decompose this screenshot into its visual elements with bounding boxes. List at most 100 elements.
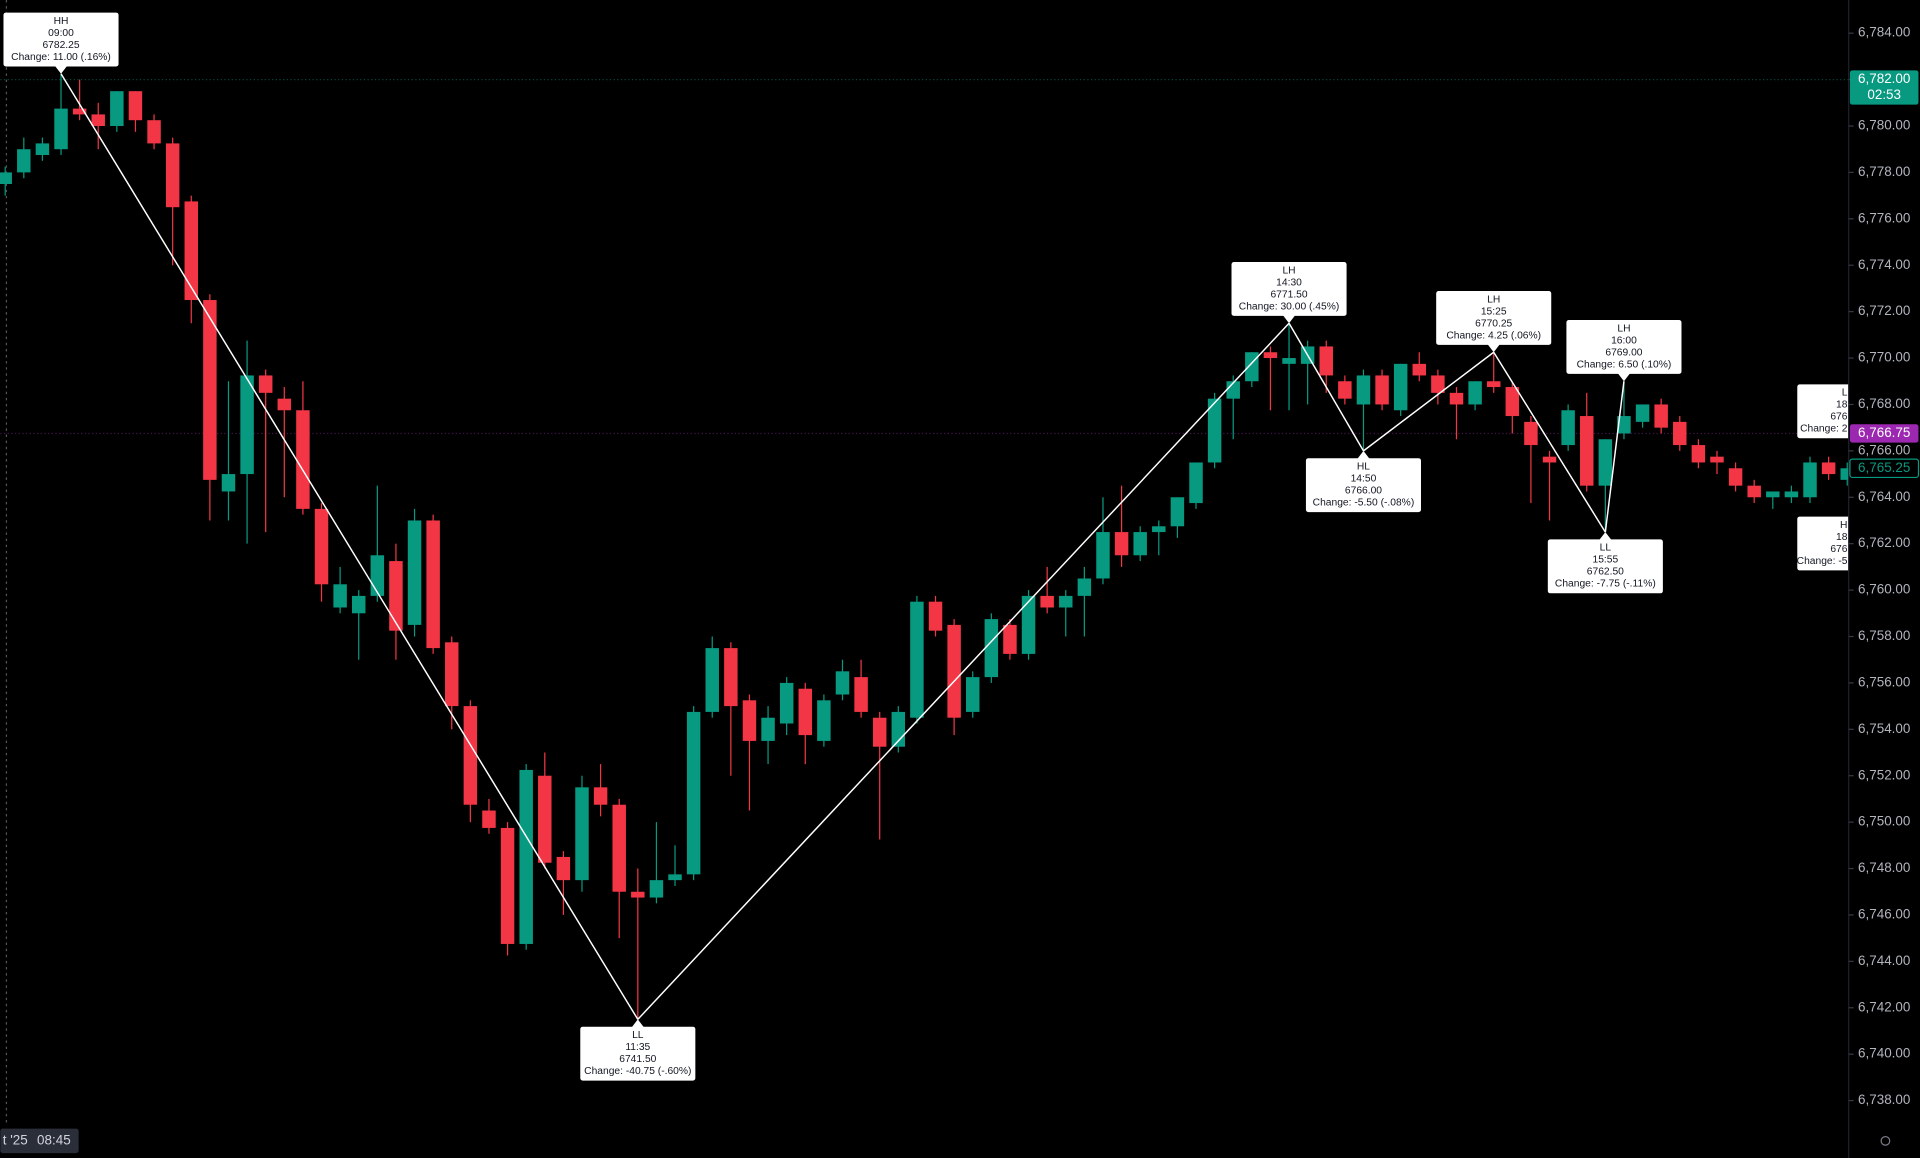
pivot-time: 15:25: [1481, 306, 1507, 317]
pivot-label: LH: [1617, 323, 1630, 334]
candle-body: [593, 787, 608, 805]
candle-body: [314, 508, 329, 585]
candle-body: [798, 688, 813, 736]
pivot-price-label: 6770.25: [1475, 318, 1512, 329]
price-marker-countdown: 02:53: [1867, 87, 1901, 102]
pivot-pointer: [1617, 373, 1631, 382]
pivot-label-box: [1566, 320, 1682, 374]
pivot-price-label: 6782.25: [42, 40, 79, 51]
settings-icon[interactable]: [1880, 1135, 1891, 1146]
candle-body: [184, 201, 198, 301]
y-tick-label: 6,760.00: [1858, 582, 1910, 597]
pivot-label-text: 676: [1830, 544, 1847, 555]
candle-body: [128, 91, 143, 121]
candle-body: [1821, 462, 1836, 475]
candle-body: [1598, 439, 1613, 486]
y-tick-label: 6,770.00: [1858, 350, 1910, 365]
candle-body: [668, 874, 682, 881]
candle-body: [779, 682, 794, 724]
candle-body: [1207, 398, 1222, 463]
candle-body: [1077, 578, 1092, 596]
zigzag-segment: [1363, 351, 1495, 452]
pivot-change: Change: 30.00 (.45%): [1239, 301, 1339, 312]
price-axis-labels: 6,784.00 6,782.00 6,780.00 6,778.00 6,776.00…: [1848, 25, 1920, 1107]
pivot-change: Change: -5.50 (-.08%): [1313, 497, 1415, 508]
candle-body: [110, 91, 124, 126]
y-tick-label: 6,772.00: [1858, 303, 1910, 318]
pivot-change: Change: 4.25 (.06%): [1446, 330, 1541, 341]
candle-body: [0, 172, 12, 185]
zigzag-segment: [637, 322, 1290, 1020]
candle-body: [1114, 532, 1129, 556]
candle-body: [575, 787, 589, 881]
pivot-price-label: 6769.00: [1605, 347, 1642, 358]
pivot-change: Change: -40.75 (-.60%): [584, 1066, 691, 1077]
candle-body: [165, 143, 180, 208]
y-tick-label: 6,754.00: [1858, 721, 1910, 736]
candle-body: [221, 474, 236, 492]
candle-body: [1449, 392, 1464, 405]
price-marker-box: [1849, 458, 1920, 479]
candle-body: [1580, 416, 1594, 486]
y-tick-label: 6,784.00: [1858, 25, 1910, 40]
y-tick-label: 6,744.00: [1858, 953, 1910, 968]
pivot-price-label: 6762.50: [1587, 567, 1624, 578]
zigzag-segment: [60, 73, 639, 1020]
pivot-label-box: [1797, 516, 1852, 571]
price-marker-label: 6,766.75: [1858, 425, 1910, 440]
candle-body: [1617, 416, 1631, 434]
candle-body: [1412, 363, 1427, 376]
candle-body: [854, 677, 868, 712]
candle-body: [1728, 468, 1743, 486]
candle-body: [296, 410, 310, 509]
pivot-label-text: 676: [1830, 412, 1847, 423]
candle-body: [1505, 387, 1520, 417]
candle-body: [631, 891, 645, 898]
pivot-label-text: Change: 2: [1800, 424, 1848, 435]
candle-body: [1635, 404, 1650, 422]
y-tick-label: 6,778.00: [1858, 164, 1910, 179]
pivot-time: 16:00: [1611, 335, 1637, 346]
candle-body: [817, 700, 831, 741]
pivot-change: Change: -7.75 (-.11%): [1555, 579, 1656, 590]
y-tick-label: 6,756.00: [1858, 674, 1910, 689]
pivot-change: Change: 6.50 (.10%): [1577, 359, 1672, 370]
candle-body: [463, 706, 478, 805]
pivot-label-text: H: [1840, 520, 1847, 531]
candle-body: [1524, 421, 1538, 446]
pivot-price-label: 6766.00: [1345, 485, 1382, 496]
candle-body: [351, 595, 366, 614]
candle-body: [1245, 352, 1259, 382]
pivot-label-box: [3, 12, 119, 67]
candle-body: [1561, 410, 1575, 446]
candle-body: [910, 601, 924, 718]
candle-body: [1766, 491, 1780, 498]
candle-body: [258, 375, 273, 393]
candle-body: [91, 114, 105, 126]
y-tick-label: 6,738.00: [1858, 1092, 1910, 1107]
candle-body: [519, 769, 533, 944]
candle-body: [686, 711, 701, 875]
pivot-pointer: [1487, 344, 1500, 353]
candle-body: [1468, 381, 1482, 405]
candle-body: [1654, 404, 1668, 428]
candle-body: [445, 642, 459, 707]
y-tick-label: 6,750.00: [1858, 814, 1910, 829]
candle-body: [1691, 445, 1706, 463]
pivot-label-box: [580, 1026, 696, 1081]
y-tick-label: 6,742.00: [1858, 999, 1910, 1014]
candle-body: [333, 584, 347, 608]
candle-body: [17, 149, 31, 173]
y-tick-label: 6,762.00: [1858, 535, 1910, 550]
candle-body: [1152, 526, 1166, 533]
pivot-label-text: Change: -5: [1797, 556, 1848, 567]
candle-body: [389, 561, 403, 631]
candle-body: [1431, 375, 1445, 393]
candle-body: [1319, 346, 1333, 376]
candle-body: [1840, 468, 1854, 480]
price-marker-box: [1849, 424, 1919, 443]
pivot-price-label: 6771.50: [1270, 289, 1307, 300]
pivot-label-text: 18: [1836, 400, 1848, 411]
y-tick-label: 6,764.00: [1858, 489, 1910, 504]
